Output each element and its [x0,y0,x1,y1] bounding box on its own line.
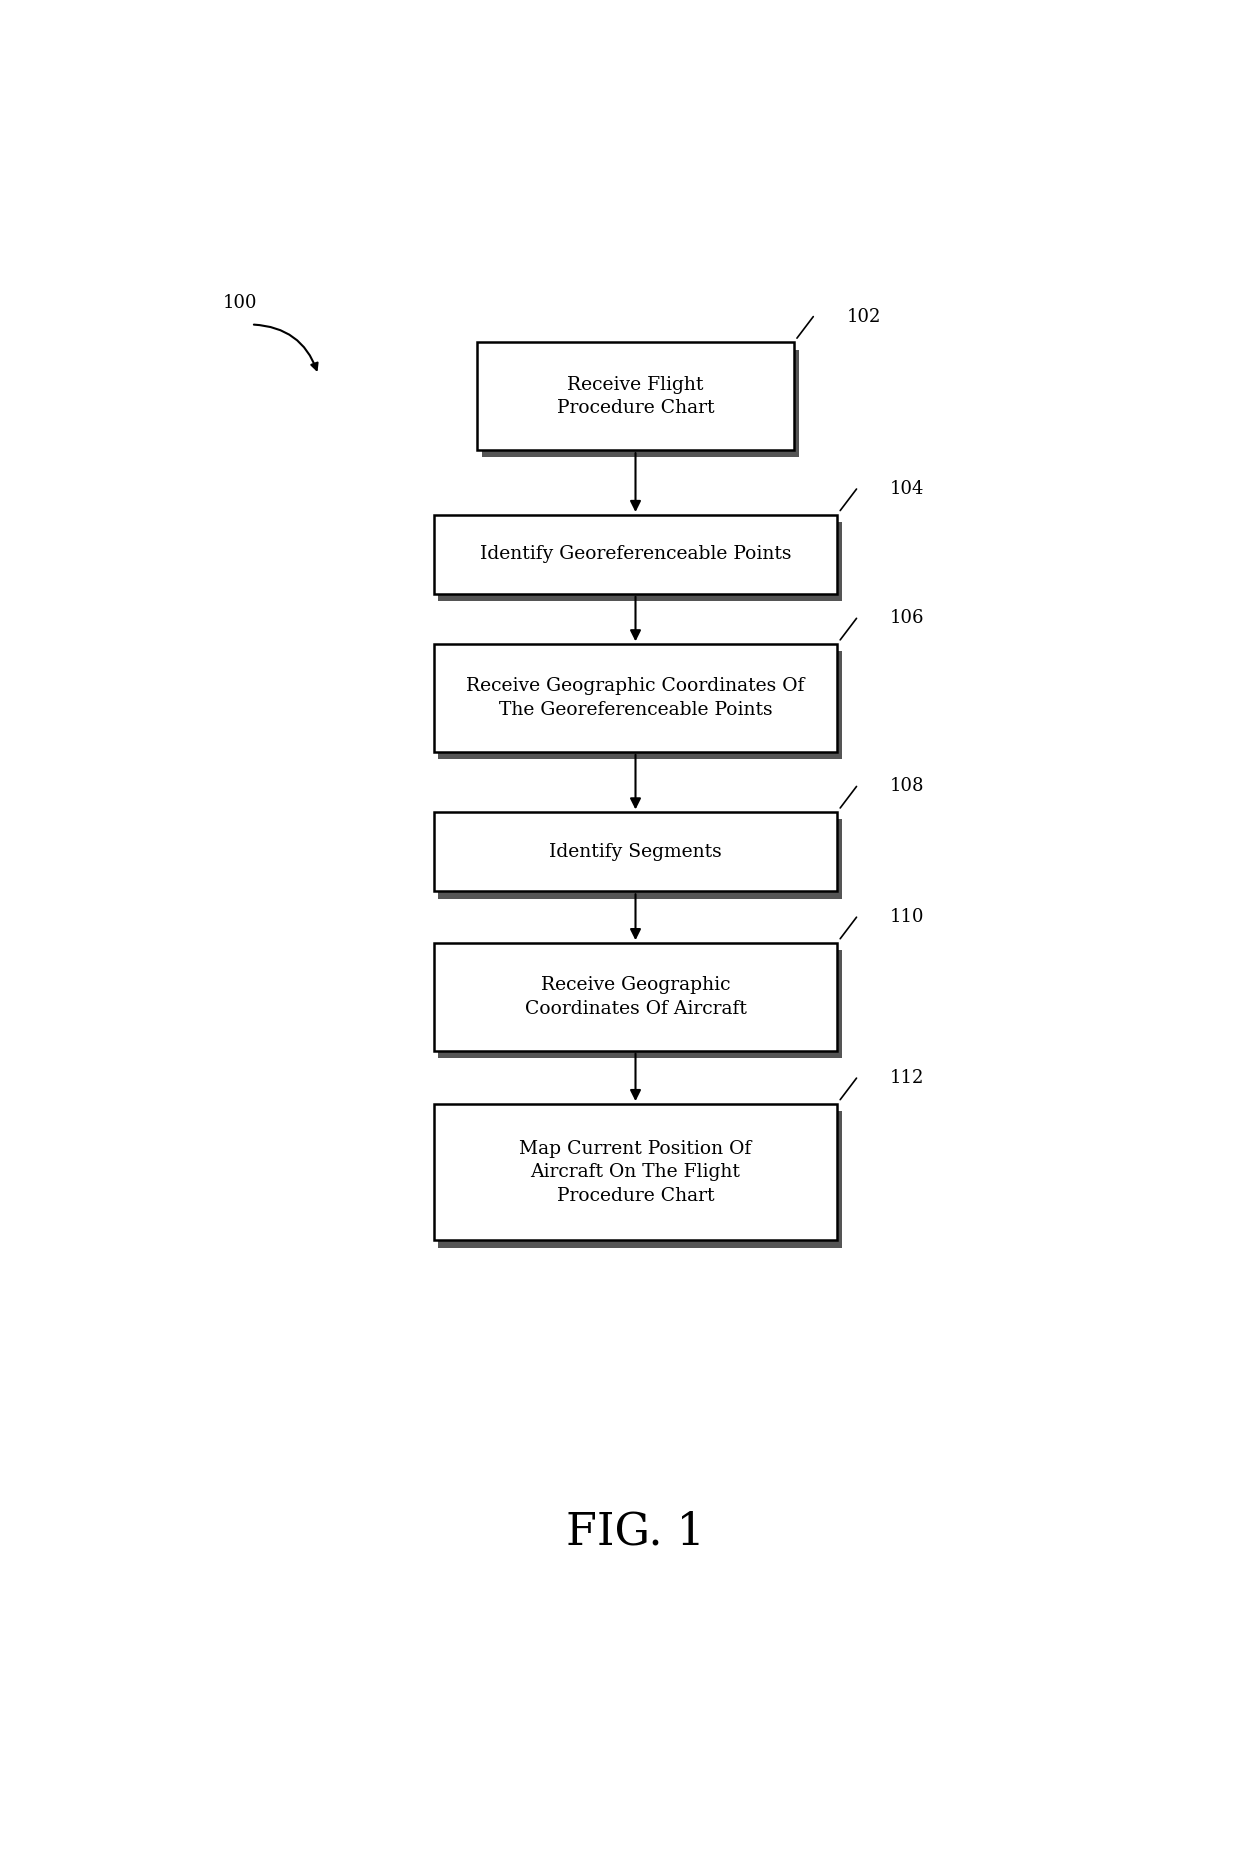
Bar [434,644,837,752]
Bar [439,522,842,601]
Bar [439,1110,842,1248]
Bar [439,819,842,899]
Text: Receive Geographic Coordinates Of
The Georeferenceable Points: Receive Geographic Coordinates Of The Ge… [466,677,805,718]
Bar [477,343,794,450]
Text: 110: 110 [890,909,925,926]
Text: 112: 112 [890,1069,925,1088]
Text: Identify Georeferenceable Points: Identify Georeferenceable Points [480,545,791,564]
Text: Receive Flight
Procedure Chart: Receive Flight Procedure Chart [557,375,714,418]
Bar [434,942,837,1051]
Bar [434,812,837,892]
Bar [434,1105,837,1241]
Text: 102: 102 [847,308,882,325]
Text: 106: 106 [890,610,925,627]
Text: 100: 100 [222,295,257,312]
Text: Map Current Position Of
Aircraft On The Flight
Procedure Chart: Map Current Position Of Aircraft On The … [520,1140,751,1205]
FancyArrowPatch shape [254,325,317,369]
Bar [481,349,799,457]
Text: Receive Geographic
Coordinates Of Aircraft: Receive Geographic Coordinates Of Aircra… [525,976,746,1017]
Text: 104: 104 [890,480,925,498]
Text: 108: 108 [890,778,925,795]
Bar [434,515,837,593]
Bar [439,651,842,759]
Text: Identify Segments: Identify Segments [549,843,722,860]
Bar [439,950,842,1058]
Text: FIG. 1: FIG. 1 [567,1510,704,1553]
